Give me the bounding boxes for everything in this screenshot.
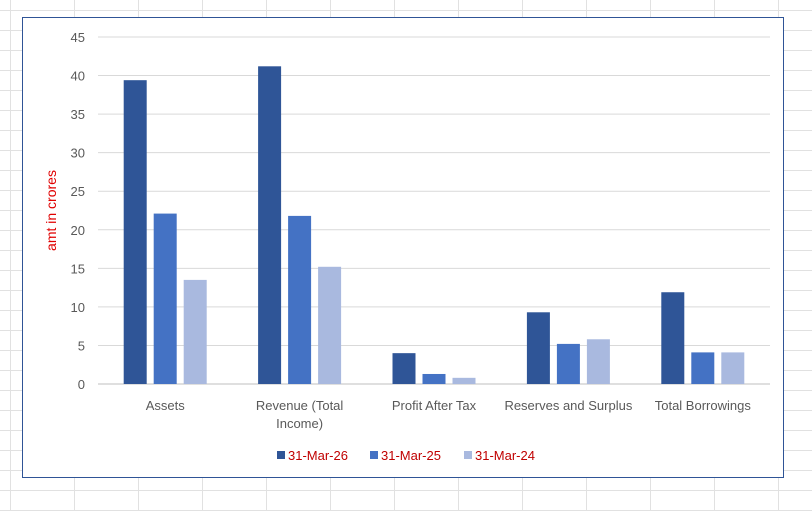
y-tick-label: 5 (78, 338, 85, 353)
y-tick-label: 20 (71, 223, 85, 238)
bar-1-1 (123, 80, 147, 384)
legend-label: 31-Mar-25 (381, 448, 441, 463)
y-tick-label: 10 (71, 300, 85, 315)
legend-label: 31-Mar-26 (288, 448, 348, 463)
legend-swatch (464, 451, 472, 459)
bar-2-5 (691, 352, 715, 384)
legend-swatch (277, 451, 285, 459)
bar-1-2 (258, 66, 282, 385)
x-tick-label: Reserves and Surplus (504, 398, 632, 413)
bar-1-5 (661, 292, 685, 384)
x-tick-label: Profit After Tax (392, 398, 477, 413)
legend: 31-Mar-26 31-Mar-25 31-Mar-24 (277, 448, 535, 463)
x-tick-label: Revenue (Total (256, 398, 344, 413)
bar-chart: 0 5 10 15 20 25 30 35 40 45 amt in crores Assets R… (43, 30, 770, 463)
bar-2-2 (288, 215, 312, 384)
y-tick-label: 25 (71, 184, 85, 199)
bar-1-4 (526, 312, 550, 384)
bar-1-3 (392, 353, 416, 384)
bar-2-1 (153, 213, 177, 384)
x-tick-label: Assets (146, 398, 186, 413)
x-tick-label: Income) (276, 416, 323, 431)
chart-area: 0 5 10 15 20 25 30 35 40 45 amt in crores Assets R… (22, 17, 784, 478)
bar-3-1 (183, 279, 207, 384)
x-tick-label: Total Borrowings (655, 398, 752, 413)
bar-3-2 (318, 266, 342, 384)
bars (123, 66, 745, 385)
y-axis-ticks: 0 5 10 15 20 25 30 35 40 45 (71, 30, 85, 392)
y-tick-label: 40 (71, 69, 85, 84)
y-axis-label: amt in crores (43, 170, 59, 251)
bar-3-5 (721, 352, 745, 384)
bar-2-4 (556, 343, 580, 384)
gridlines (98, 36, 770, 385)
bar-3-3 (452, 377, 476, 384)
x-axis-labels: Assets Revenue (Total Income) Profit After … (146, 398, 752, 431)
bar-2-3 (422, 373, 446, 384)
bar-3-4 (586, 339, 610, 384)
y-tick-label: 45 (71, 30, 85, 45)
y-tick-label: 35 (71, 107, 85, 122)
y-tick-label: 15 (71, 261, 85, 276)
legend-label: 31-Mar-24 (475, 448, 535, 463)
legend-swatch (370, 451, 378, 459)
y-tick-label: 0 (78, 377, 85, 392)
y-tick-label: 30 (71, 146, 85, 161)
